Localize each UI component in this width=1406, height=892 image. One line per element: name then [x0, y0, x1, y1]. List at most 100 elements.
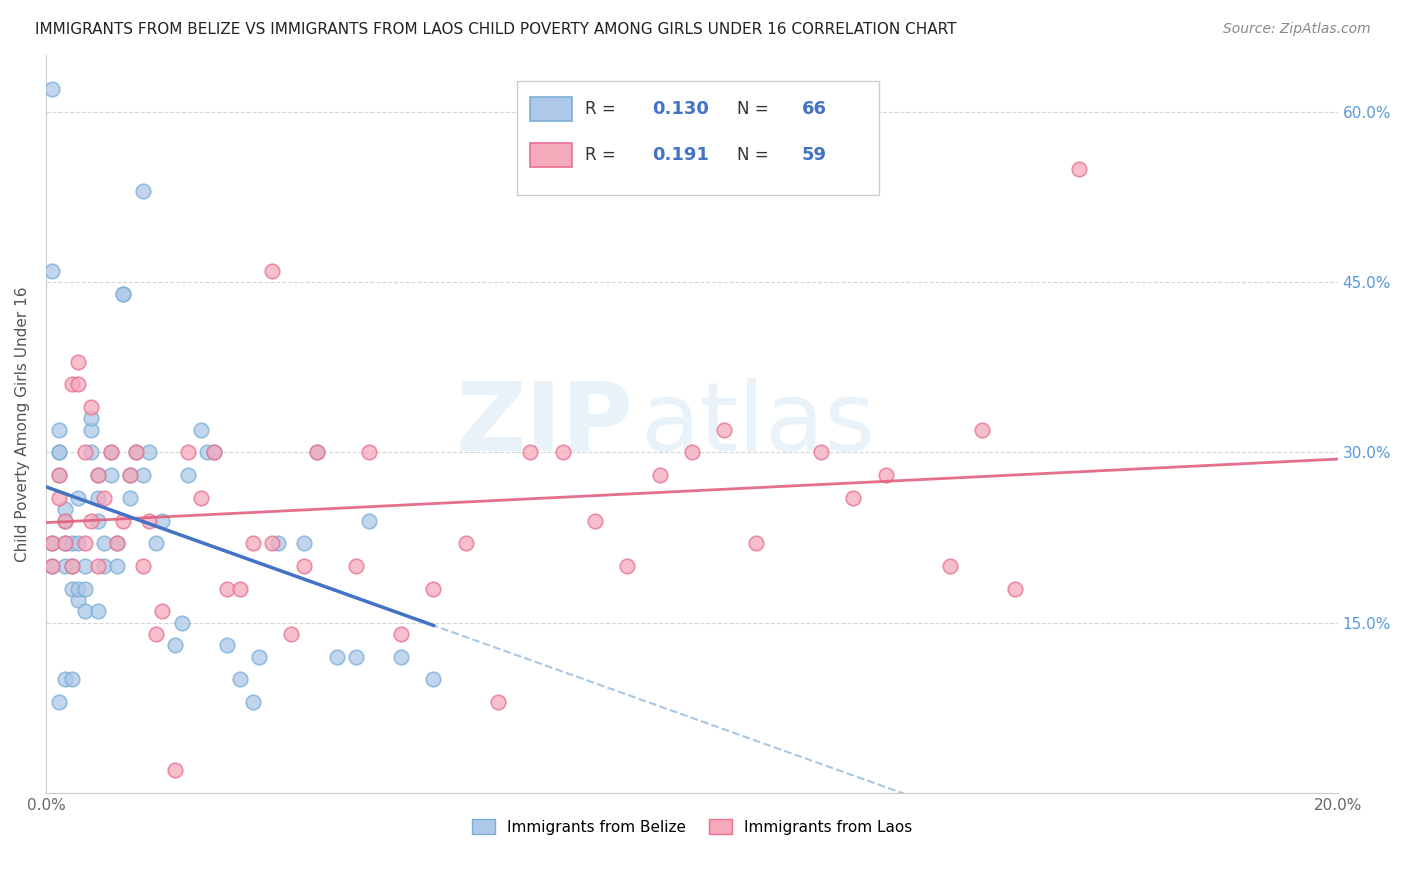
Point	[842, 491, 865, 505]
Point	[132, 468, 155, 483]
Point	[67, 582, 90, 596]
Point	[357, 514, 380, 528]
Point	[93, 536, 115, 550]
Point	[93, 491, 115, 505]
Point	[67, 491, 90, 505]
Point	[86, 468, 108, 483]
Point	[325, 649, 347, 664]
Point	[112, 286, 135, 301]
Point	[73, 604, 96, 618]
Text: Source: ZipAtlas.com: Source: ZipAtlas.com	[1223, 22, 1371, 37]
Point	[150, 604, 173, 618]
Point	[292, 558, 315, 573]
Point	[292, 536, 315, 550]
Point	[118, 468, 141, 483]
FancyBboxPatch shape	[530, 97, 572, 120]
Text: 66: 66	[801, 100, 827, 118]
Point	[242, 695, 264, 709]
Point	[41, 264, 63, 278]
Point	[80, 411, 103, 425]
Point	[60, 377, 83, 392]
Point	[48, 445, 70, 459]
Point	[48, 445, 70, 459]
Point	[138, 514, 160, 528]
Point	[100, 468, 122, 483]
Point	[972, 423, 994, 437]
Legend: Immigrants from Belize, Immigrants from Laos: Immigrants from Belize, Immigrants from …	[465, 813, 918, 840]
Point	[519, 445, 541, 459]
Point	[48, 491, 70, 505]
Text: atlas: atlas	[640, 377, 876, 471]
Point	[41, 82, 63, 96]
Text: N =: N =	[737, 145, 773, 164]
Point	[80, 400, 103, 414]
Point	[125, 445, 148, 459]
Point	[53, 514, 76, 528]
FancyBboxPatch shape	[530, 143, 572, 167]
Point	[228, 673, 250, 687]
Point	[73, 582, 96, 596]
Point	[939, 558, 962, 573]
Point	[165, 639, 187, 653]
Point	[150, 514, 173, 528]
Point	[112, 514, 135, 528]
Point	[215, 639, 238, 653]
Point	[48, 695, 70, 709]
Point	[132, 558, 155, 573]
Point	[118, 468, 141, 483]
Point	[41, 558, 63, 573]
Point	[616, 558, 638, 573]
Point	[53, 514, 76, 528]
Point	[202, 445, 225, 459]
Point	[67, 377, 90, 392]
Point	[486, 695, 509, 709]
Point	[60, 673, 83, 687]
Point	[228, 582, 250, 596]
Point	[67, 536, 90, 550]
Point	[53, 673, 76, 687]
Point	[41, 558, 63, 573]
Point	[73, 558, 96, 573]
Point	[125, 445, 148, 459]
Point	[73, 445, 96, 459]
Point	[80, 423, 103, 437]
Point	[118, 491, 141, 505]
Point	[80, 445, 103, 459]
Point	[170, 615, 193, 630]
Point	[100, 445, 122, 459]
Point	[60, 558, 83, 573]
Point	[105, 536, 128, 550]
Point	[60, 558, 83, 573]
Point	[53, 502, 76, 516]
Point	[53, 536, 76, 550]
Point	[145, 536, 167, 550]
Point	[260, 536, 283, 550]
Point	[344, 649, 367, 664]
Text: IMMIGRANTS FROM BELIZE VS IMMIGRANTS FROM LAOS CHILD POVERTY AMONG GIRLS UNDER 1: IMMIGRANTS FROM BELIZE VS IMMIGRANTS FRO…	[35, 22, 956, 37]
Point	[681, 445, 703, 459]
Point	[190, 423, 212, 437]
Point	[86, 468, 108, 483]
Point	[875, 468, 897, 483]
Point	[422, 673, 444, 687]
Point	[307, 445, 329, 459]
Point	[41, 536, 63, 550]
Point	[454, 536, 477, 550]
Point	[389, 649, 412, 664]
Point	[202, 445, 225, 459]
Point	[93, 558, 115, 573]
Point	[190, 491, 212, 505]
Point	[145, 627, 167, 641]
Point	[80, 514, 103, 528]
Y-axis label: Child Poverty Among Girls Under 16: Child Poverty Among Girls Under 16	[15, 286, 30, 562]
Point	[86, 604, 108, 618]
Point	[165, 764, 187, 778]
Point	[41, 536, 63, 550]
Text: 0.191: 0.191	[652, 145, 709, 164]
Point	[86, 558, 108, 573]
Point	[357, 445, 380, 459]
Point	[132, 185, 155, 199]
Text: 0.130: 0.130	[652, 100, 709, 118]
FancyBboxPatch shape	[517, 81, 879, 195]
Text: R =: R =	[585, 100, 620, 118]
